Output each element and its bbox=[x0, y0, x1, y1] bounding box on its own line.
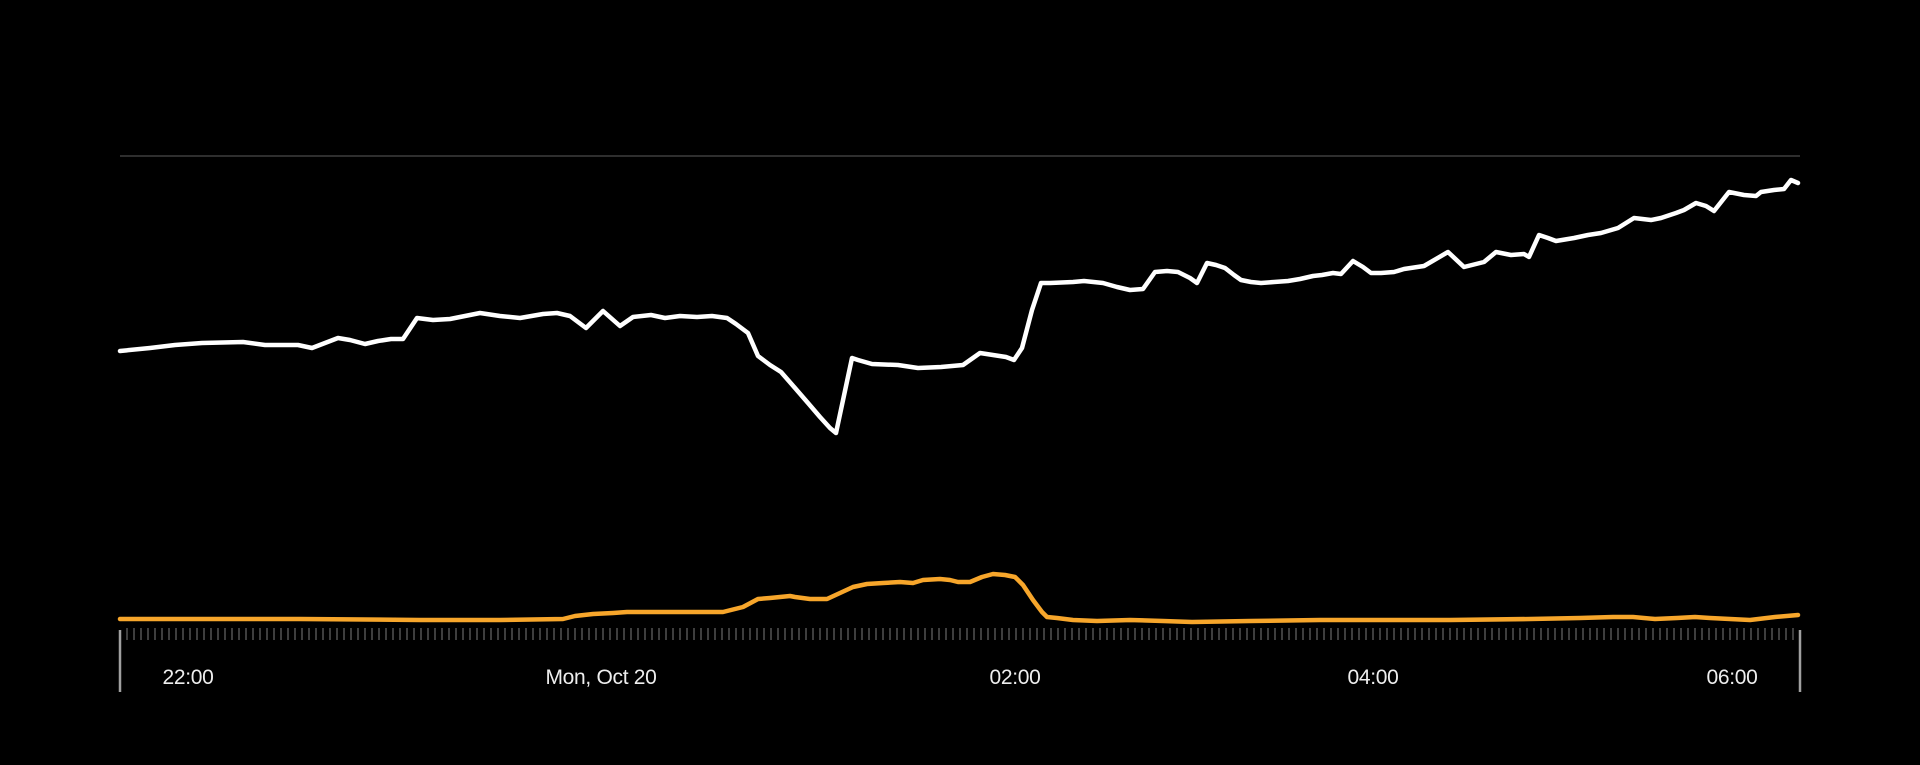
x-axis-label: 04:00 bbox=[1347, 666, 1398, 689]
x-axis-label: Mon, Oct 20 bbox=[545, 666, 656, 689]
upper-white-series-line bbox=[117, 177, 1801, 436]
x-axis-label: 02:00 bbox=[989, 666, 1040, 689]
x-axis-label: 22:00 bbox=[162, 666, 213, 689]
lower-orange-series-line bbox=[117, 571, 1801, 625]
x-axis-label: 06:00 bbox=[1706, 666, 1757, 689]
